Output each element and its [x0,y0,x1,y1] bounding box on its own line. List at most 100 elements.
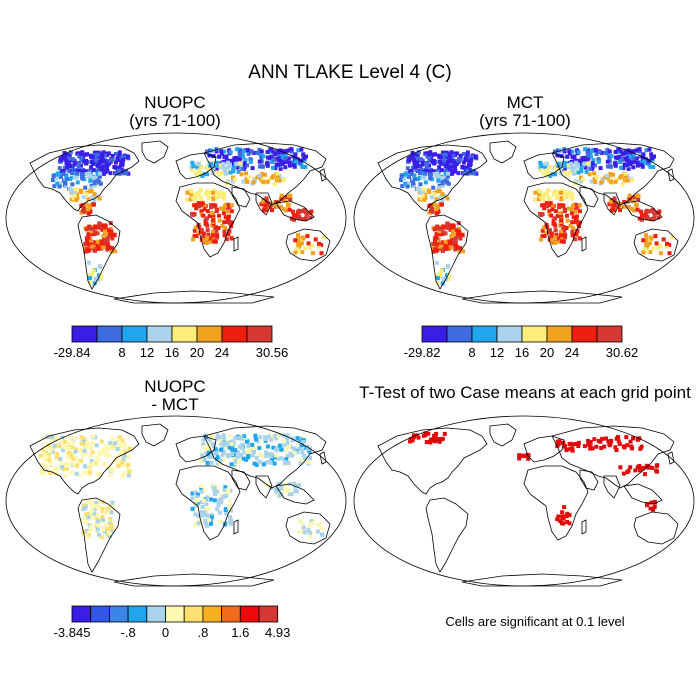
grid-cell [445,221,450,226]
grid-cell [276,434,281,438]
grid-cell [246,152,251,156]
grid-cell [408,169,412,174]
grid-cell [226,216,230,221]
grid-cell [614,177,619,182]
heatmap-cells [51,147,327,286]
grid-cell [113,160,118,165]
grid-cell [201,445,206,450]
grid-cell [219,149,224,154]
grid-cell [569,211,574,216]
grid-cell [290,438,295,443]
colorbar-box-diff-5 [165,605,185,623]
grid-cell [633,468,638,473]
colorbar-box-nuopc-5 [196,325,223,343]
grid-cell [614,201,619,206]
grid-cell [439,268,444,273]
grid-cell [422,175,427,180]
grid-cell [199,209,204,214]
grid-cell [445,156,450,161]
grid-cell [546,188,551,193]
grid-cell [58,181,63,186]
grid-cell [95,244,100,249]
grid-cell [635,193,639,198]
grid-cell [108,171,113,176]
grid-cell [257,173,262,178]
grid-cell [304,216,309,221]
grid-cell [291,446,296,451]
grid-cell [585,153,590,158]
grid-cell [228,158,233,163]
grid-cell [608,199,613,204]
grid-cell [266,434,271,439]
grid-cell [103,153,108,158]
grid-cell [201,213,206,218]
grid-cell [554,232,559,237]
grid-cell [82,471,87,475]
grid-cell [201,231,206,236]
grid-cell [195,165,200,170]
grid-cell [70,440,75,445]
grid-cell [577,209,582,214]
grid-cell [465,153,470,158]
grid-cell [440,192,445,197]
grid-cell [600,436,604,441]
grid-cell [452,166,457,171]
grid-cell [94,158,99,163]
grid-cell [79,158,84,163]
coastline-northAmerica [377,144,488,212]
grid-cell [202,238,207,243]
grid-cell [263,435,268,440]
grid-cell [426,431,431,436]
grid-cell [410,165,415,170]
grid-cell [198,522,203,527]
grid-cell [307,523,312,528]
coastline-australia [633,511,679,545]
grid-cell [441,276,446,281]
grid-cell [435,203,440,208]
grid-cell [570,149,575,154]
grid-cell [587,172,592,177]
grid-cell [61,467,66,472]
grid-cell [439,175,444,180]
grid-cell [49,462,53,466]
coastline-europe [523,435,565,463]
grid-cell [650,156,655,161]
grid-cell [621,471,626,476]
grid-cell [241,456,246,461]
grid-cell [85,238,89,243]
grid-cell [298,242,303,247]
grid-cell [79,190,84,194]
grid-cell [635,465,640,470]
grid-cell [192,203,197,208]
grid-cell [95,171,100,176]
grid-cell [269,452,274,457]
grid-cell [114,171,119,176]
grid-cell [285,436,289,441]
grid-cell [651,246,656,251]
grid-cell [117,451,122,456]
panel-title-nuopc: NUOPC (yrs 71-100) [50,94,300,130]
coastline-india [255,192,273,216]
grid-cell [638,466,643,471]
grid-cell [203,513,208,518]
grid-cell [431,241,436,246]
grid-cell [631,199,636,204]
grid-cell [108,159,113,164]
grid-cell [124,168,129,173]
grid-cell [287,163,292,168]
grid-cell [620,182,625,187]
grid-cell [313,237,318,242]
grid-cell [229,209,234,214]
grid-cell [204,240,209,245]
grid-cell [103,238,108,243]
grid-cell [553,235,558,240]
grid-cell [599,180,604,185]
grid-cell [449,169,454,174]
grid-cell [211,196,216,201]
grid-cell [86,260,91,265]
grid-cell [198,170,203,175]
grid-cell [247,447,252,452]
grid-cell [100,447,105,452]
grid-cell [638,209,643,214]
grid-cell [189,189,194,194]
